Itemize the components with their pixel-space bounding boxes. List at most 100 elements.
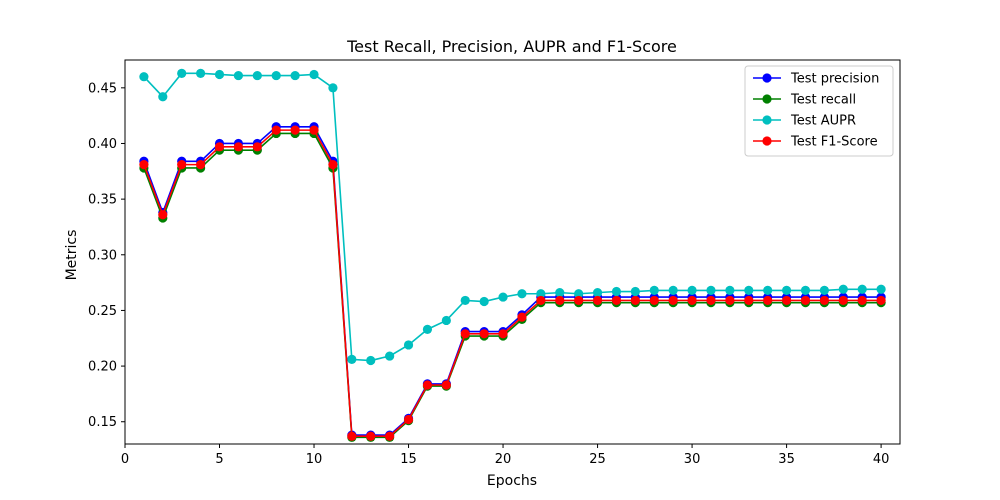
data-point — [460, 295, 470, 306]
data-point — [158, 92, 168, 102]
legend-box — [744, 65, 894, 157]
data-point — [668, 295, 678, 306]
data-point — [196, 160, 206, 170]
y-tick-label: 0.35 — [88, 193, 117, 208]
data-point — [366, 431, 376, 441]
data-point — [687, 285, 697, 295]
data-point — [574, 295, 584, 306]
data-point — [857, 284, 867, 294]
data-point — [347, 354, 357, 365]
data-point — [668, 285, 678, 295]
data-point — [271, 70, 281, 81]
legend-swatch-marker — [762, 73, 772, 83]
data-point — [479, 296, 489, 307]
legend-label: Test AUPR — [790, 114, 856, 129]
data-point — [876, 295, 886, 306]
y-tick-label: 0.25 — [88, 304, 117, 319]
series-test-aupr — [139, 68, 886, 366]
data-point — [328, 160, 338, 170]
x-tick-label: 30 — [684, 452, 701, 467]
data-point — [763, 285, 773, 295]
data-point — [196, 68, 206, 78]
data-point — [857, 295, 867, 306]
data-point — [498, 329, 508, 339]
y-tick-label: 0.20 — [88, 360, 117, 375]
data-point — [687, 295, 697, 306]
data-point — [725, 285, 735, 295]
x-tick-label: 0 — [121, 452, 129, 467]
data-point — [592, 288, 603, 298]
plot-frame — [124, 59, 901, 445]
x-axis-label: Epochs — [487, 473, 537, 489]
data-point — [592, 295, 603, 306]
legend-label: Test precision — [790, 72, 879, 87]
axis-ticks: 0 5 10 15 20 25 30 35 40 0.15 0.20 0.25 0.30 0.35 0.40… — [88, 81, 889, 467]
data-point — [139, 160, 149, 170]
chart-title: Test Recall, Precision, AUPR and F1-Scor… — [346, 37, 677, 56]
data-point — [252, 70, 262, 81]
data-point — [800, 285, 811, 295]
series-line — [143, 129, 882, 438]
data-point — [385, 351, 395, 361]
data-point — [460, 329, 470, 339]
series-line — [143, 72, 882, 362]
x-tick-label: 15 — [400, 452, 417, 467]
data-point — [706, 295, 716, 306]
legend-item: Test precision — [753, 72, 879, 87]
legend-item: Test recall — [753, 93, 856, 108]
data-point — [725, 295, 735, 306]
legend-label: Test F1-Score — [790, 135, 878, 150]
data-point — [441, 380, 451, 390]
y-tick-label: 0.45 — [88, 81, 117, 96]
data-point — [422, 380, 433, 390]
data-point — [744, 285, 754, 295]
data-point — [214, 69, 225, 80]
data-point — [441, 315, 451, 326]
x-tick-label: 40 — [873, 452, 890, 467]
y-tick-label: 0.40 — [88, 137, 117, 152]
data-point — [233, 142, 244, 152]
y-tick-label: 0.30 — [88, 248, 117, 263]
data-point — [290, 70, 300, 81]
data-point — [517, 289, 527, 299]
legend-swatch-marker — [762, 136, 772, 146]
x-tick-label: 10 — [306, 452, 323, 467]
data-point — [347, 431, 357, 441]
series-test-f1-score — [139, 125, 886, 441]
data-point — [214, 142, 225, 152]
data-point — [744, 295, 754, 306]
data-point — [649, 295, 659, 306]
y-axis-label: Metrics — [64, 230, 80, 281]
legend-item: Test AUPR — [753, 114, 856, 129]
data-point — [328, 83, 338, 93]
data-point — [422, 324, 433, 334]
data-point — [876, 284, 886, 294]
legend: Test precision Test recall Test AUPR Test F… — [744, 65, 894, 157]
data-point — [819, 295, 829, 306]
series-lines — [139, 68, 886, 442]
data-point — [271, 125, 281, 135]
data-point — [781, 285, 792, 295]
data-point — [403, 340, 414, 350]
data-point — [555, 295, 565, 306]
data-point — [158, 210, 168, 220]
data-point — [498, 292, 508, 302]
x-tick-label: 5 — [215, 452, 223, 467]
legend-item: Test F1-Score — [753, 135, 878, 150]
data-point — [763, 295, 773, 306]
x-tick-label: 35 — [778, 452, 795, 467]
data-point — [630, 286, 640, 297]
data-point — [177, 160, 187, 170]
y-tick-label: 0.15 — [88, 415, 117, 430]
data-point — [611, 295, 622, 306]
series-line — [143, 132, 882, 439]
x-tick-label: 20 — [495, 452, 512, 467]
data-point — [517, 312, 527, 322]
data-point — [366, 355, 376, 366]
data-point — [819, 285, 829, 295]
data-point — [611, 286, 622, 297]
data-point — [574, 289, 584, 299]
data-point — [385, 431, 395, 441]
legend-swatch-marker — [762, 94, 772, 104]
